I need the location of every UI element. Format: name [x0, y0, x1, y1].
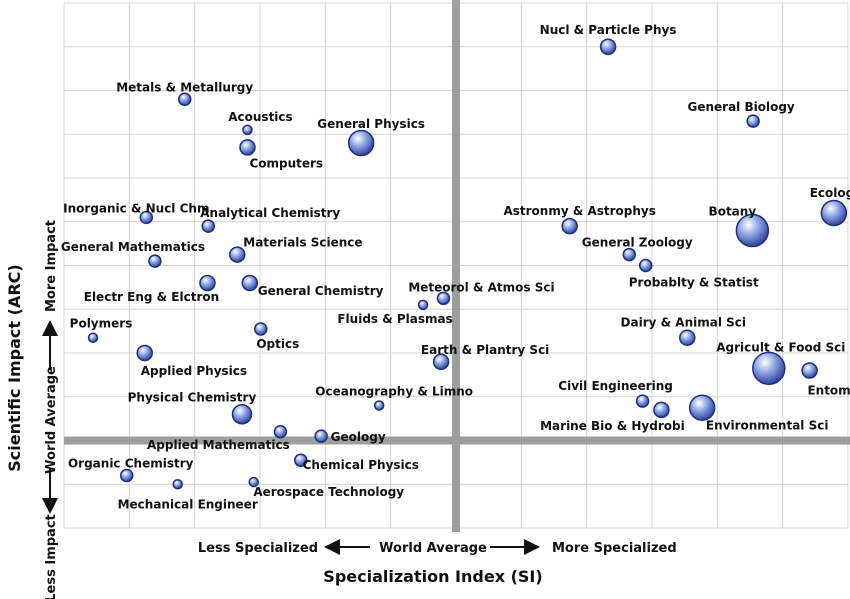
data-point-label: Marine Bio & Hydrobi — [540, 419, 685, 433]
data-point-bubble — [273, 425, 288, 439]
data-point-label: Nucl & Particle Phys — [540, 23, 677, 37]
data-point-label: Botany — [709, 205, 757, 219]
y-scale-bottom-label: Less Impact — [44, 514, 59, 599]
data-point-label: Chemical Physics — [303, 458, 419, 472]
data-point-bubble — [638, 258, 653, 273]
data-point-label: Organic Chemistry — [68, 457, 194, 471]
data-point-label: Optics — [256, 337, 299, 351]
data-point-bubble — [752, 351, 786, 386]
data-point-bubble — [432, 353, 450, 370]
data-point-label: Entomology — [807, 384, 850, 398]
data-point-label: Astronmy & Astrophys — [503, 204, 655, 218]
data-point-bubble — [820, 199, 848, 227]
data-point-bubble — [373, 400, 385, 411]
data-point-label: Earth & Plantry Sci — [421, 343, 549, 357]
data-point-bubble — [231, 404, 253, 425]
data-point-bubble — [139, 210, 154, 225]
data-point-bubble — [801, 362, 818, 379]
data-point-label: Analytical Chemistry — [200, 206, 340, 220]
data-point-bubble — [248, 476, 259, 488]
x-axis-title: Specialization Index (SI) — [323, 567, 542, 586]
data-point-label: Aerospace Technology — [253, 485, 404, 499]
data-point-label: Ecology — [810, 186, 850, 200]
data-point-label: Dairy & Animal Sci — [621, 316, 746, 330]
data-point-bubble — [239, 139, 256, 156]
data-point-bubble — [241, 274, 259, 292]
data-point-bubble — [653, 401, 670, 419]
data-point-bubble — [314, 429, 328, 443]
data-point-bubble — [746, 114, 760, 128]
data-point-label: Fluids & Plasmas — [337, 312, 452, 326]
data-point-label: Electr Eng & Elctron — [84, 290, 219, 304]
data-point-label: Applied Mathematics — [147, 438, 290, 452]
data-point-label: General Zoology — [582, 236, 693, 250]
data-point-bubble — [294, 453, 308, 467]
data-point-bubble — [635, 394, 650, 408]
data-point-label: Metals & Metallurgy — [116, 80, 253, 94]
data-point-bubble — [622, 247, 637, 262]
data-point-bubble — [254, 322, 268, 336]
data-point-label: Computers — [249, 156, 323, 170]
data-point-label: General Chemistry — [258, 284, 384, 298]
data-point-bubble — [347, 129, 375, 157]
data-point-label: Agricult & Food Sci — [716, 340, 845, 354]
data-point-label: Environmental Sci — [706, 419, 829, 433]
data-point-label: Geology — [331, 430, 386, 444]
data-point-label: Acoustics — [228, 110, 292, 124]
data-point-bubble — [177, 92, 192, 106]
x-scale-right-label: More Specialized — [552, 541, 677, 556]
data-point-bubble — [561, 217, 578, 235]
data-point-label: Inorganic & Nucl Chm — [63, 201, 209, 215]
data-point-bubble — [436, 291, 451, 306]
data-point-bubble — [242, 124, 253, 136]
data-point-label: Applied Physics — [141, 364, 247, 378]
data-point-bubble — [688, 394, 716, 421]
data-point-bubble — [148, 254, 162, 268]
data-point-label: Probablty & Statist — [629, 276, 759, 290]
data-points: Nucl & Particle Phys Metals & Metallurgy G… — [61, 23, 850, 512]
data-point-bubble — [599, 38, 617, 55]
data-point-label: Physical Chemistry — [128, 390, 257, 404]
x-scale-center-label: World Average — [379, 541, 487, 556]
data-point-label: Oceanography & Limno — [315, 385, 473, 399]
data-point-label: Materials Science — [243, 236, 362, 250]
data-point-bubble — [87, 332, 99, 343]
data-point-label: General Physics — [317, 117, 425, 131]
x-scale-left-label: Less Specialized — [198, 541, 318, 556]
data-point-bubble — [136, 344, 154, 362]
y-scale-top-label: More Impact — [44, 220, 59, 312]
data-point-bubble — [201, 219, 216, 233]
data-point-label: Polymers — [70, 317, 133, 331]
y-scale-center-label: World Average — [44, 366, 59, 474]
data-point-bubble — [679, 329, 696, 346]
data-point-label: Meteorol & Atmos Sci — [408, 280, 554, 294]
data-point-label: General Biology — [688, 100, 795, 114]
data-point-bubble — [199, 274, 216, 292]
data-point-bubble — [735, 213, 770, 248]
data-point-label: Mechanical Engineer — [118, 497, 258, 511]
data-point-bubble — [172, 479, 183, 490]
y-axis-title: Scientific Impact (ARC) — [5, 264, 24, 471]
data-point-bubble — [417, 299, 429, 311]
data-point-label: Civil Engineering — [558, 379, 673, 393]
data-point-label: General Mathematics — [61, 240, 205, 254]
data-point-bubble — [119, 468, 134, 483]
data-point-bubble — [229, 246, 246, 263]
y-scale-annotation: Less Impact World Average More Impact — [42, 220, 59, 599]
